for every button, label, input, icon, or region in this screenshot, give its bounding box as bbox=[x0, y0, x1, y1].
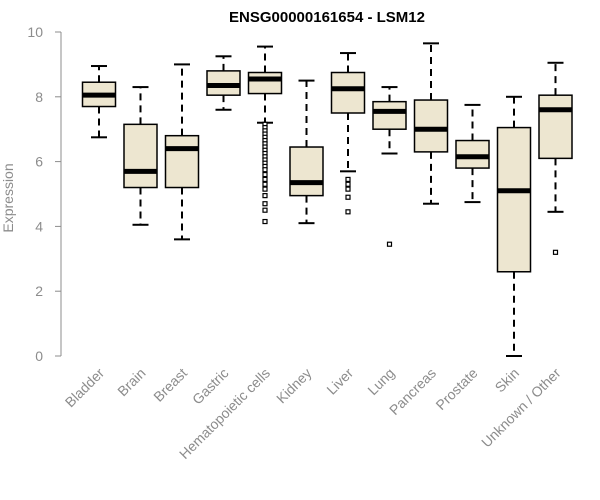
iqr-box bbox=[538, 94, 573, 160]
x-category-label: Brain bbox=[114, 365, 148, 399]
outlier-point bbox=[262, 218, 268, 225]
y-tick-label-6: 6 bbox=[35, 154, 43, 170]
outlier-point bbox=[345, 209, 351, 215]
outlier-point bbox=[262, 167, 268, 173]
box-10 bbox=[455, 103, 490, 204]
iqr-box bbox=[413, 99, 449, 153]
x-category-label: Lung bbox=[364, 365, 397, 398]
y-axis: 0 2 4 6 8 10 bbox=[27, 24, 62, 364]
x-category-label: Kidney bbox=[273, 365, 315, 407]
box-8 bbox=[372, 86, 407, 247]
x-category-label: Unknown / Other bbox=[478, 365, 564, 451]
outlier-point bbox=[345, 194, 351, 200]
x-category-label: Skin bbox=[492, 365, 523, 396]
outlier-point bbox=[262, 186, 268, 192]
box-2 bbox=[123, 86, 158, 226]
y-tick-label-4: 4 bbox=[35, 218, 43, 234]
box-9 bbox=[413, 42, 449, 205]
outlier-point bbox=[345, 176, 351, 183]
y-tick-label-0: 0 bbox=[35, 348, 43, 364]
chart-title: ENSG00000161654 - LSM12 bbox=[229, 9, 425, 26]
box-1 bbox=[81, 65, 117, 139]
outlier-point bbox=[262, 201, 268, 207]
iqr-box bbox=[496, 126, 532, 273]
x-category-label: Liver bbox=[323, 365, 356, 398]
iqr-box bbox=[289, 146, 324, 197]
box-series bbox=[81, 42, 573, 357]
box-5 bbox=[247, 45, 283, 225]
outlier-point bbox=[262, 181, 268, 187]
iqr-box bbox=[372, 100, 407, 130]
iqr-box bbox=[164, 134, 200, 189]
iqr-box bbox=[330, 71, 366, 114]
outlier-point bbox=[345, 186, 351, 192]
outlier-point bbox=[345, 181, 351, 187]
x-category-label: Bladder bbox=[62, 365, 108, 411]
box-6 bbox=[289, 79, 324, 225]
outlier-point bbox=[262, 193, 268, 199]
outlier-point bbox=[262, 207, 268, 213]
outlier-point bbox=[552, 249, 559, 255]
y-tick-label-2: 2 bbox=[35, 283, 43, 299]
y-axis-title: Expression bbox=[0, 163, 16, 232]
box-7 bbox=[330, 52, 366, 215]
box-4 bbox=[206, 55, 241, 111]
box-12 bbox=[538, 61, 573, 255]
outlier-point bbox=[262, 171, 268, 178]
y-tick-label-8: 8 bbox=[35, 89, 43, 105]
box-3 bbox=[164, 63, 200, 241]
iqr-box bbox=[123, 123, 158, 189]
box-11 bbox=[496, 95, 532, 357]
x-category-label: Prostate bbox=[432, 365, 480, 413]
x-category-label: Breast bbox=[150, 365, 190, 405]
outlier-point bbox=[262, 176, 268, 183]
y-tick-label-10: 10 bbox=[27, 24, 43, 40]
outlier-point bbox=[386, 241, 393, 247]
iqr-box bbox=[247, 71, 283, 95]
